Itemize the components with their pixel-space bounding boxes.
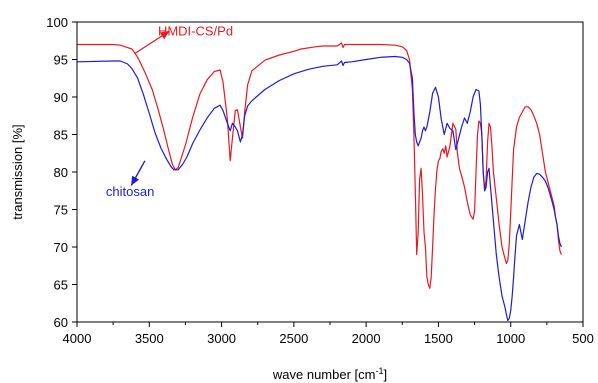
x-tick-label: 1000: [496, 331, 525, 346]
series-arrowhead-chitosan: [131, 175, 140, 186]
y-tick-label: 70: [54, 240, 68, 255]
series-arrowhead-hmdi-cs-pd: [159, 31, 170, 40]
x-axis-label: wave number [cm-1]: [272, 366, 387, 382]
y-tick-label: 85: [54, 128, 68, 143]
x-tick-label: 3000: [207, 331, 236, 346]
series-line-chitosan: [76, 55, 562, 322]
series-label-chitosan: chitosan: [106, 184, 154, 199]
y-tick-label: 95: [54, 53, 68, 68]
series-layer: [76, 42, 562, 322]
y-tick-label: 75: [54, 203, 68, 218]
y-tick-label: 100: [46, 15, 68, 30]
series-label-hmdi-cs-pd: HMDI-CS/Pd: [158, 24, 233, 39]
series-label-layer: HMDI-CS/Pd chitosan: [106, 24, 233, 200]
x-tick-label: 500: [572, 331, 594, 346]
plot-frame: [76, 21, 584, 323]
x-tick-label: 1500: [424, 331, 453, 346]
x-axis-label-superscript: -1: [375, 366, 383, 376]
x-axis-label-main: wave number [cm: [272, 367, 376, 382]
x-tick-label: 3500: [135, 331, 164, 346]
tick-layer: 4000 3500 3000 2500 2000 1500 1000 500 60 65 70 75 8…: [46, 15, 594, 346]
y-tick-label: 80: [54, 165, 68, 180]
x-tick-label: 2000: [352, 331, 381, 346]
x-tick-label: 2500: [279, 331, 308, 346]
y-tick-label: 65: [54, 278, 68, 293]
series-line-hmdi-cs-pd: [77, 42, 562, 289]
x-axis-label-end: ]: [383, 367, 387, 382]
y-tick-label: 90: [54, 90, 68, 105]
x-tick-label: 4000: [63, 331, 92, 346]
y-axis-label: transmission [%]: [10, 124, 25, 219]
y-tick-label: 60: [54, 315, 68, 330]
